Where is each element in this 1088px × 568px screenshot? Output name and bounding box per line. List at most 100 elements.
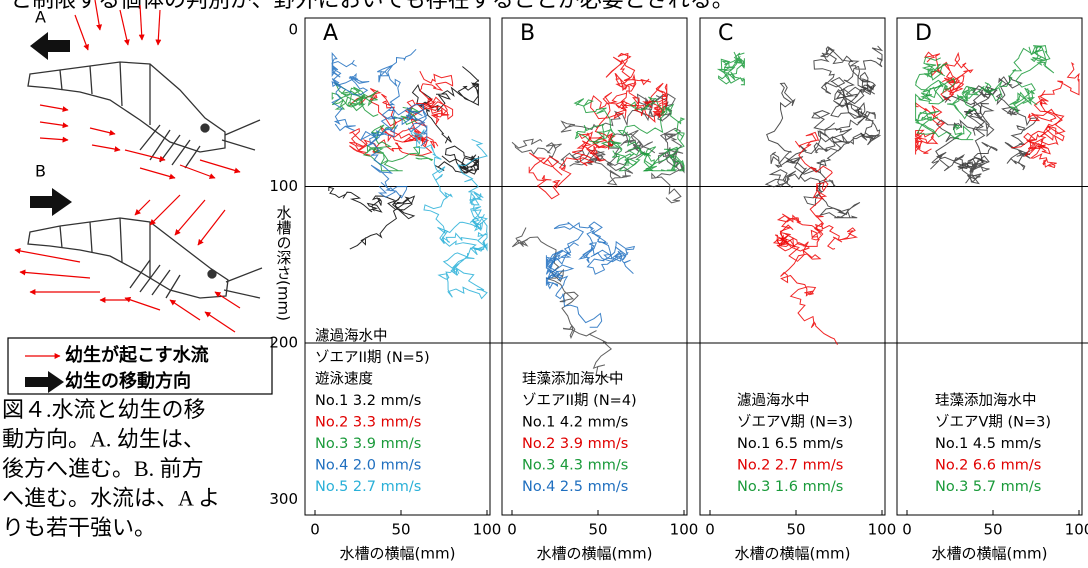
trajectory [439,138,488,245]
x-axis-label: 水槽の横幅(mm) [932,545,1048,563]
panel-label: B [520,21,535,46]
panel-frame [304,17,491,516]
panel-label: A [323,21,338,46]
y-tick-label: 100 [269,177,298,195]
flow-arrows [39,0,241,180]
trajectory [813,46,868,124]
legend-text: 幼生が起こす水流 [65,344,209,366]
x-tick-label: 50 [588,521,607,539]
legend-heading: 遊泳速度 [315,371,373,388]
trajectory [785,122,861,219]
caption-line: 後方へ進む。B. 前方 [2,456,204,481]
legend-heading: ゾエアII期 (N=4) [522,392,637,409]
caption-line: りも若干強い。 [2,515,156,540]
trajectory [410,127,488,251]
diagram-label: A [35,8,46,27]
trajectory [573,98,638,167]
legend-entry: No.2 3.9 mm/s [522,436,628,452]
trajectory [545,242,579,290]
legend-entry: No.1 6.5 mm/s [737,436,843,452]
panel-frame [501,17,688,516]
legend-entry: No.4 2.5 mm/s [522,479,628,495]
legend-entry: No.2 3.3 mm/s [315,415,421,431]
panel-label: C [718,21,733,46]
legend-entry: No.3 1.6 mm/s [737,479,843,495]
trajectory [956,141,998,185]
x-tick-label: 0 [507,521,517,539]
legend-heading: 濾過海水中 [315,328,388,345]
trajectories [914,45,1080,185]
trajectory [547,221,613,328]
x-axis-label: 水槽の横幅(mm) [537,545,653,563]
move-arrow [30,188,72,216]
trajectory [511,138,646,186]
panel-frame [896,17,1083,516]
legend-heading: 濾過海水中 [737,392,810,409]
panel-frame [699,17,886,516]
x-tick-label: 0 [310,521,320,539]
legend-heading: ゾエアV期 (N=3) [935,414,1051,431]
trajectories [511,52,686,379]
move-arrow [30,32,70,60]
shrimp [27,217,263,299]
trajectory [794,131,859,250]
legend-entry: No.4 2.0 mm/s [315,458,421,474]
y-axis-label: 水槽の深さ(mm) [275,205,293,321]
trajectory [716,51,746,86]
trajectory [772,224,838,346]
x-tick-label: 100 [868,521,897,539]
trajectory [528,135,614,200]
x-axis-label: 水槽の横幅(mm) [735,545,851,563]
x-tick-label: 0 [902,521,912,539]
trajectory [617,96,679,172]
trajectory [359,106,423,199]
trajectory [411,66,480,144]
trajectory [331,51,370,132]
x-tick-label: 50 [391,521,410,539]
x-tick-label: 100 [1065,521,1088,539]
legend-entry: No.1 3.2 mm/s [315,393,421,409]
trajectory [1011,90,1065,155]
trajectory [915,83,974,141]
panels: 水槽の深さ(mm) 0 100 200 300 A 0 50 100 水槽の横幅(mm) 濾過海水中… [269,17,1088,563]
legend-entry: No.1 4.5 mm/s [935,436,1041,452]
trajectory [434,145,480,175]
trajectory [377,48,428,147]
legend-symbol [25,371,64,393]
trajectory [1023,61,1080,169]
caption-line: へ進む。水流は、A よ [2,486,220,511]
trajectory [995,75,1039,171]
trajectory [362,106,434,172]
caption-line: 図４.水流と幼生の移 [2,397,206,422]
trajectory [947,45,1043,120]
panel-label: D [915,21,932,46]
x-tick-label: 0 [705,521,715,539]
trajectory [349,93,433,156]
legend-heading: 珪藻添加海水中 [522,371,624,388]
trajectory [834,71,882,146]
legend-entry: No.5 2.7 mm/s [315,479,421,495]
trajectory [404,70,454,126]
trajectory [578,229,636,275]
trajectory [437,213,488,300]
header-text: と制限する個体の判別が、野外においても存在することが必要とされる。 [10,0,734,12]
x-tick-label: 50 [983,521,1002,539]
trajectories [716,45,884,346]
y-tick-label: 200 [269,334,298,352]
x-tick-label: 50 [786,521,805,539]
trajectory [328,186,416,250]
caption-line: 動方向。A. 幼生は、 [2,427,205,452]
trajectory [576,91,627,162]
trajectory [915,56,956,105]
legend-entry: No.2 6.6 mm/s [935,458,1041,474]
legend-heading: ゾエアII期 (N=5) [315,349,430,366]
trajectory [914,102,946,155]
diagram-label: B [35,162,46,181]
flow-arrows [14,194,241,333]
y-tick-label: 300 [269,490,298,508]
legend-entry: No.3 4.3 mm/s [522,458,628,474]
y-tick-label: 0 [288,21,298,39]
